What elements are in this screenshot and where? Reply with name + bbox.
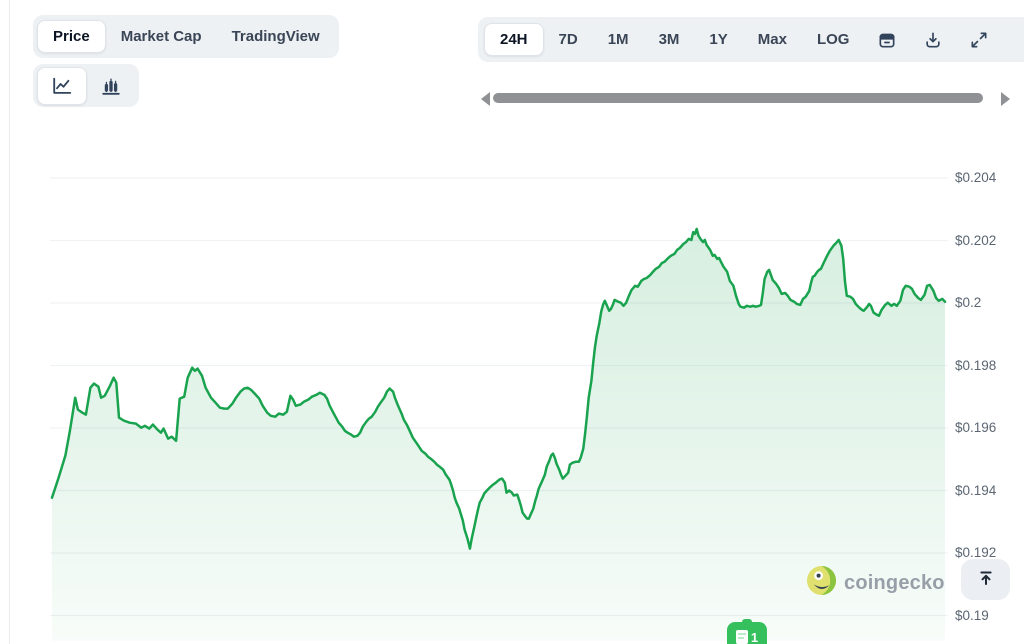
- fullscreen-button[interactable]: [956, 23, 1002, 57]
- range-1m[interactable]: 1M: [593, 24, 644, 55]
- coingecko-watermark-label: coingecko: [844, 571, 945, 594]
- range-7d[interactable]: 7D: [544, 24, 593, 55]
- scroll-left-arrow-icon[interactable]: [481, 92, 490, 106]
- tab-price[interactable]: Price: [37, 20, 106, 53]
- price-line: [50, 227, 947, 550]
- candlestick-chart-icon: [100, 75, 122, 97]
- expand-icon: [969, 30, 989, 50]
- coingecko-logo-icon: [806, 565, 837, 601]
- price-area-fill: [52, 228, 945, 641]
- card-left-border: [9, 0, 10, 644]
- arrow-up-to-line-icon: [975, 567, 997, 592]
- scrollbar-track[interactable]: [493, 92, 998, 106]
- line-chart-type-button[interactable]: [37, 66, 87, 105]
- feedback-widget-badge[interactable]: 1: [727, 619, 767, 644]
- range-max[interactable]: Max: [743, 24, 802, 55]
- tab-tradingview[interactable]: TradingView: [217, 21, 335, 52]
- date-range-button[interactable]: [864, 23, 910, 57]
- scrollbar-thumb[interactable]: [493, 93, 983, 103]
- scroll-right-arrow-icon[interactable]: [1001, 92, 1010, 106]
- survey-icon: [735, 630, 748, 644]
- time-range-toolbar: 24H 7D 1M 3M 1Y Max LOG: [478, 17, 1024, 62]
- scroll-to-top-button[interactable]: [961, 559, 1010, 600]
- tab-market-cap[interactable]: Market Cap: [106, 21, 217, 52]
- range-24h[interactable]: 24H: [484, 23, 544, 56]
- line-chart-icon: [51, 75, 73, 97]
- calendar-icon: [877, 30, 897, 50]
- chart-type-toggle: [33, 64, 139, 107]
- range-3m[interactable]: 3M: [644, 24, 695, 55]
- price-marketcap-tradingview-tabs: Price Market Cap TradingView: [33, 15, 339, 58]
- download-button[interactable]: [910, 23, 956, 57]
- feedback-badge-count: 1: [750, 629, 759, 644]
- coingecko-watermark: coingecko: [806, 565, 945, 601]
- candlestick-chart-type-button[interactable]: [87, 68, 135, 104]
- log-scale-button[interactable]: LOG: [802, 24, 865, 55]
- chart-pan-scrollbar: [478, 88, 1024, 110]
- price-chart[interactable]: [0, 120, 1024, 644]
- download-icon: [923, 30, 943, 50]
- range-1y[interactable]: 1Y: [694, 24, 742, 55]
